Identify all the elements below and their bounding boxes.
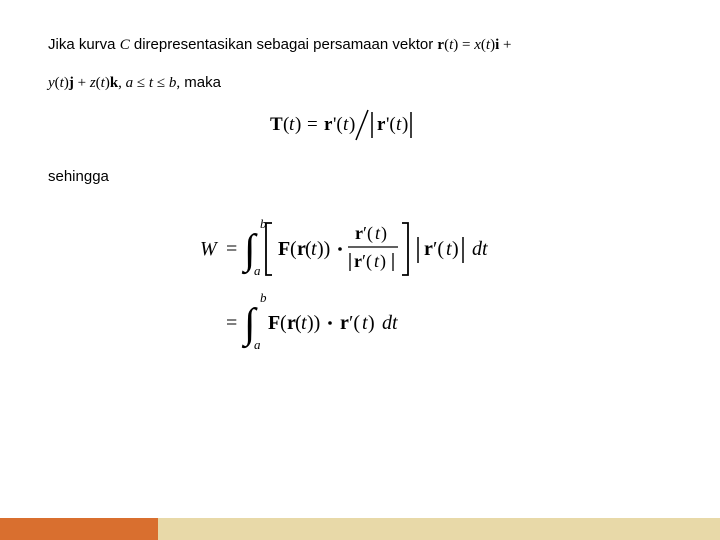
svg-text:(: ( xyxy=(290,238,297,260)
svg-text:)): )) xyxy=(307,312,320,334)
svg-text:dt: dt xyxy=(382,312,398,334)
svg-text:)): )) xyxy=(317,238,330,260)
footer-orange-segment xyxy=(0,518,158,540)
svg-text:): ) xyxy=(295,114,301,135)
svg-text:T: T xyxy=(270,114,283,135)
vector-eq-part2: y(t)j + z(t)k, a ≤ t ≤ b, xyxy=(48,75,180,91)
svg-text:r: r xyxy=(354,251,362,271)
vector-eq-part1: r(t) = x(t)i + xyxy=(437,37,511,53)
text-maka: maka xyxy=(180,74,221,91)
curve-C: C xyxy=(120,37,130,53)
work-integral-svg: W = ∫ b a F ( r ( t )) r ′( t ) r ′( xyxy=(150,213,570,363)
svg-text:r: r xyxy=(340,312,349,334)
text-direpresentasikan: direpresentasikan sebagai persamaan vekt… xyxy=(130,36,438,53)
intro-paragraph: Jika kurva C direpresentasikan sebagai p… xyxy=(48,28,672,62)
work-integral-formula: W = ∫ b a F ( r ( t )) r ′( t ) r ′( xyxy=(48,213,672,375)
svg-text:=: = xyxy=(307,114,318,135)
tangent-svg: T ( t ) = r '( t ) r '( t ) xyxy=(260,106,460,142)
svg-text:): ) xyxy=(381,223,387,244)
svg-text:): ) xyxy=(349,114,355,135)
svg-text:r: r xyxy=(324,114,333,135)
svg-text:r: r xyxy=(424,238,433,260)
svg-text:b: b xyxy=(260,290,267,305)
svg-text:=: = xyxy=(226,312,237,334)
svg-text:dt: dt xyxy=(472,238,488,260)
svg-text:(: ( xyxy=(280,312,287,334)
svg-text:): ) xyxy=(402,114,408,135)
text-jika-kurva: Jika kurva xyxy=(48,36,120,53)
svg-text:′(: ′( xyxy=(349,312,360,334)
intro-paragraph-line2: y(t)j + z(t)k, a ≤ t ≤ b, maka xyxy=(48,66,672,100)
svg-text:′(: ′( xyxy=(433,238,444,260)
svg-text:r: r xyxy=(355,223,363,243)
svg-text:′(: ′( xyxy=(362,251,372,272)
svg-text:'(: '( xyxy=(333,114,343,135)
svg-text:a: a xyxy=(254,337,261,352)
svg-text:a: a xyxy=(254,263,261,278)
footer-cream-segment xyxy=(158,518,720,540)
tangent-formula: T ( t ) = r '( t ) r '( t ) xyxy=(48,106,672,142)
footer-bar xyxy=(0,518,720,540)
svg-text:F: F xyxy=(268,312,280,334)
svg-text:): ) xyxy=(452,238,459,260)
slide-content: Jika kurva C direpresentasikan sebagai p… xyxy=(0,0,720,375)
svg-text:′(: ′( xyxy=(363,223,373,244)
svg-text:W: W xyxy=(200,238,219,260)
svg-text:=: = xyxy=(226,238,237,260)
svg-text:'(: '( xyxy=(386,114,396,135)
svg-text:F: F xyxy=(278,238,290,260)
svg-text:): ) xyxy=(380,251,386,272)
svg-text:): ) xyxy=(368,312,375,334)
svg-text:r: r xyxy=(377,114,386,135)
text-sehingga: sehingga xyxy=(48,160,672,193)
